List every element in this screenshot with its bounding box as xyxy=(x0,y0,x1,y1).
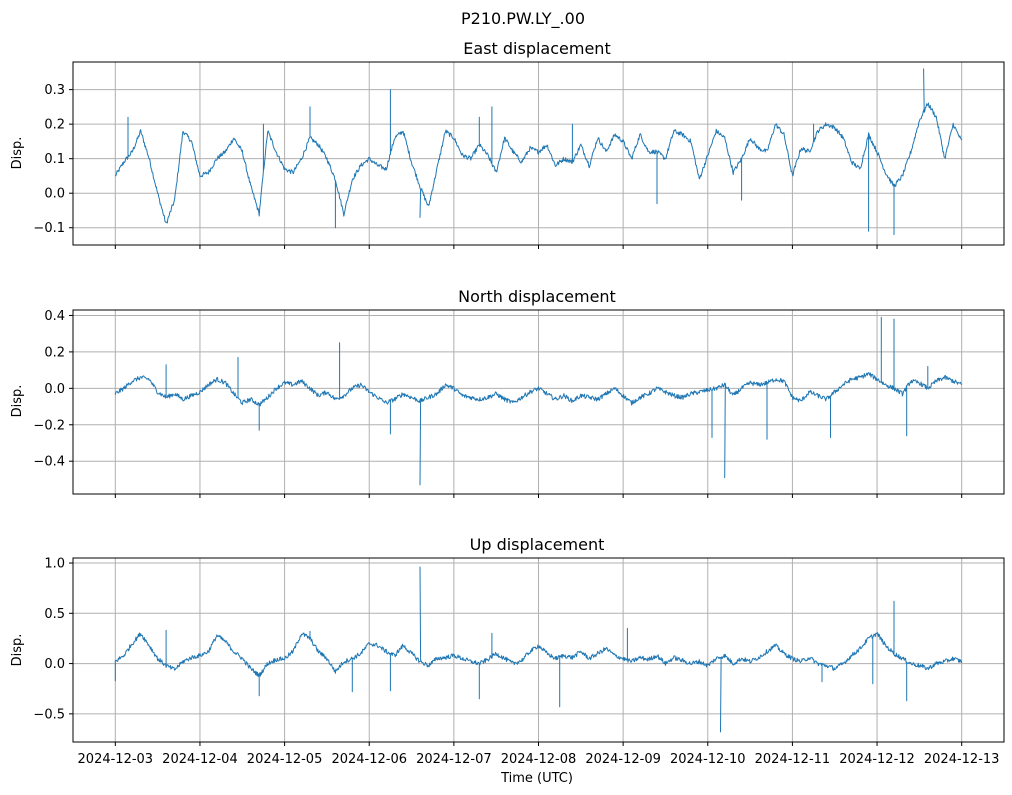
east-ytick-label-2: 0.1 xyxy=(44,152,65,167)
north-ylabel: Disp. xyxy=(10,385,25,418)
north-panel-title: North displacement xyxy=(458,287,616,306)
up-displacement-panel: Up displacement Disp. −0.5 0.0 0.5 1.0 2024-… xyxy=(10,535,1005,767)
east-ylabel: Disp. xyxy=(10,137,25,170)
figure-suptitle: P210.PW.LY_.00 xyxy=(461,9,585,29)
up-series-line xyxy=(114,566,963,733)
north-ytick-label-4: 0.4 xyxy=(44,309,65,324)
north-series-line xyxy=(114,316,963,486)
x-axis-label: Time (UTC) xyxy=(500,771,573,786)
east-ytick-label-1: 0.0 xyxy=(44,187,65,202)
east-panel-title: East displacement xyxy=(463,39,610,58)
up-xtick-label-5: 2024-12-08 xyxy=(501,752,577,767)
up-xtick-label-9: 2024-12-12 xyxy=(839,752,915,767)
east-displacement-panel: East displacement Disp. −0.1 0.0 0.1 0.2 0.3 xyxy=(10,39,1005,249)
up-ylabel: Disp. xyxy=(10,634,25,667)
up-xtick-label-0: 2024-12-03 xyxy=(78,752,154,767)
north-ytick-label-1: −0.2 xyxy=(33,418,65,433)
east-ytick-label-0: −0.1 xyxy=(33,221,65,236)
up-ytick-label-1: 0.0 xyxy=(44,657,65,672)
north-ytick-label-0: −0.4 xyxy=(33,455,65,470)
up-xtick-label-3: 2024-12-06 xyxy=(331,752,407,767)
north-displacement-panel: North displacement Disp. −0.4 −0.2 0.0 0.2 0… xyxy=(10,287,1005,498)
up-panel-title: Up displacement xyxy=(470,535,605,554)
east-ytick-label-3: 0.2 xyxy=(44,118,65,133)
up-ytick-label-2: 0.5 xyxy=(44,607,65,622)
up-ytick-label-0: −0.5 xyxy=(33,707,65,722)
up-xtick-label-7: 2024-12-10 xyxy=(670,752,746,767)
north-ytick-label-3: 0.2 xyxy=(44,345,65,360)
up-ytick-label-3: 1.0 xyxy=(44,557,65,572)
up-xtick-label-8: 2024-12-11 xyxy=(755,752,831,767)
up-xtick-label-2: 2024-12-05 xyxy=(247,752,323,767)
up-xtick-label-10: 2024-12-13 xyxy=(924,752,1000,767)
east-series-line xyxy=(114,68,963,236)
up-xtick-label-4: 2024-12-07 xyxy=(416,752,492,767)
north-ytick-label-2: 0.0 xyxy=(44,382,65,397)
up-xtick-label-6: 2024-12-09 xyxy=(585,752,661,767)
up-xtick-label-1: 2024-12-04 xyxy=(162,752,238,767)
east-ytick-label-4: 0.3 xyxy=(44,83,65,98)
